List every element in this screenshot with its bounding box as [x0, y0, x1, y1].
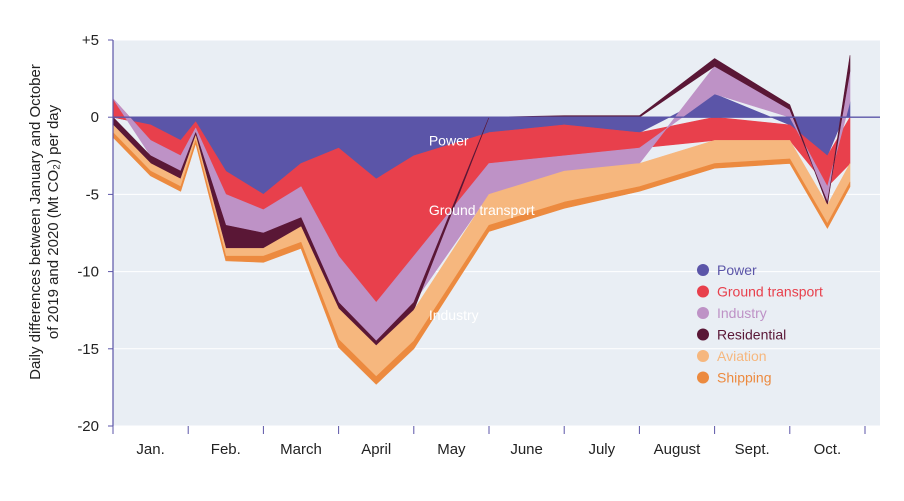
legend-swatch — [697, 328, 709, 341]
x-tick-label: March — [280, 441, 322, 458]
legend-label: Ground transport — [717, 284, 823, 300]
legend-swatch — [697, 285, 709, 298]
legend-label: Shipping — [717, 370, 772, 386]
y-tick-label: +5 — [82, 32, 99, 49]
legend-label: Aviation — [717, 348, 767, 364]
legend-label: Industry — [717, 305, 767, 321]
x-tick-label: April — [361, 441, 391, 458]
legend-swatch — [697, 307, 709, 319]
y-tick-label: -5 — [86, 186, 99, 203]
x-tick-label: Feb. — [211, 441, 241, 458]
annotation-label: Industry — [429, 307, 479, 323]
annotation-label: Power — [429, 132, 469, 148]
y-axis-title: Daily differences between January and Oc… — [27, 64, 62, 380]
x-tick-label: Sept. — [735, 441, 770, 458]
series-annotations: Power Ground transport Industry — [429, 132, 535, 322]
x-tick-label: July — [588, 441, 615, 458]
x-tick-label: August — [654, 441, 702, 458]
x-tick-label: May — [437, 441, 466, 458]
x-axis-ticks: Jan. Feb. March April May June July August Sept.… — [112, 426, 866, 458]
y-tick-label: -15 — [77, 341, 99, 358]
stacked-areas — [112, 55, 851, 385]
y-axis-ticks: +5 0 -5 -10 -15 -20 — [77, 32, 113, 435]
area-shipping — [112, 132, 851, 385]
y-tick-label: -10 — [77, 264, 99, 281]
x-tick-label: Oct. — [814, 441, 842, 458]
legend-label: Power — [717, 262, 757, 278]
y-tick-label: -20 — [77, 418, 99, 435]
legend-swatch — [697, 264, 709, 276]
annotation-label: Ground transport — [429, 202, 535, 218]
y-tick-label: 0 — [91, 109, 99, 126]
legend-swatch — [697, 350, 709, 362]
y-axis-title-line1: Daily differences between January and Oc… — [27, 64, 44, 380]
legend-label: Residential — [717, 327, 786, 343]
x-tick-label: Jan. — [136, 441, 164, 458]
y-axis-title-line2: of 2019 and 2020 (Mt CO₂) per day — [45, 104, 62, 339]
x-tick-label: June — [510, 441, 543, 458]
legend-swatch — [697, 371, 709, 384]
legend: Power Ground transport Industry Residential… — [697, 262, 823, 386]
